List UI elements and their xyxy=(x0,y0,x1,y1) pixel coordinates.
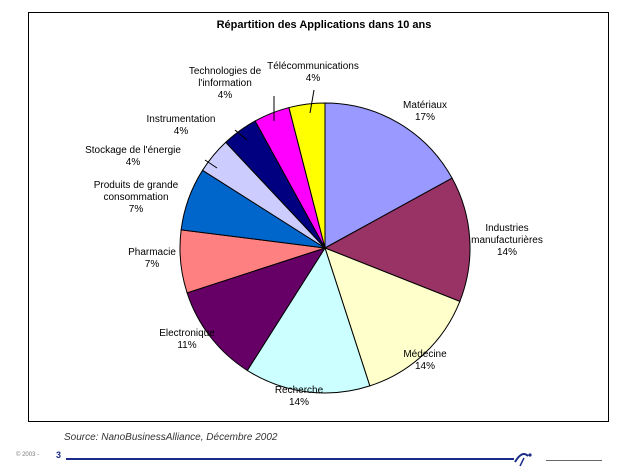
pie-slice xyxy=(186,247,327,372)
slice-label: Recherche 14% xyxy=(275,385,324,408)
footer-copyright: © 2003 - xyxy=(16,452,40,458)
chart-frame: Répartition des Applications dans 10 ans… xyxy=(28,12,609,422)
leader-line xyxy=(204,159,218,169)
slice-label: Electronique 11% xyxy=(159,328,215,351)
slice-label: Technologies de l'information 4% xyxy=(189,66,262,101)
slice-label: Industries manufacturières 14% xyxy=(471,223,543,258)
leader-lines xyxy=(204,89,315,169)
pie-slice xyxy=(323,177,471,303)
chart-title: Répartition des Applications dans 10 ans xyxy=(217,19,432,31)
page-number: 3 xyxy=(56,450,62,460)
slice-label: Produits de grande consommation 7% xyxy=(94,180,179,215)
slice-labels: Matériaux 17% Industries manufacturières 14%… xyxy=(85,61,543,408)
pie-slices xyxy=(179,102,471,394)
slice-label: Télécommunications 4% xyxy=(267,61,359,84)
footer-divider xyxy=(66,458,514,460)
pie-chart: Répartition des Applications dans 10 ans… xyxy=(85,19,543,408)
pie-slice xyxy=(324,102,453,249)
slice-label: Stockage de l'énergie 4% xyxy=(85,145,181,168)
pie-slice xyxy=(246,246,371,394)
pie-slice xyxy=(288,102,326,249)
logo-icon xyxy=(514,453,532,467)
slice-label: Médecine 14% xyxy=(403,349,447,372)
leader-line xyxy=(234,129,248,141)
slice-label: Pharmacie 7% xyxy=(128,247,176,270)
leader-line xyxy=(309,89,315,114)
slice-label: Instrumentation 4% xyxy=(147,114,216,137)
source-note: Source: NanoBusinessAlliance, Décembre 2… xyxy=(64,432,278,443)
footer-divider-right xyxy=(546,460,602,461)
slice-label: Matériaux 17% xyxy=(403,100,447,123)
